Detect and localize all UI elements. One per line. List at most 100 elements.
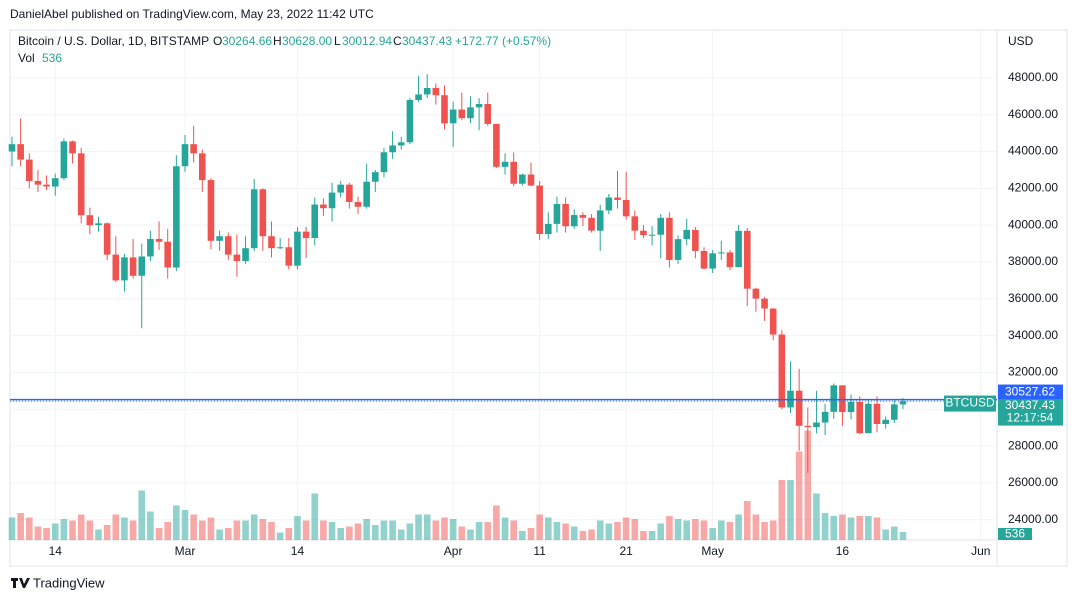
volume-bar — [545, 517, 552, 540]
x-tick-label: 14 — [49, 544, 63, 558]
candle-body — [389, 145, 396, 153]
volume-bar — [372, 525, 379, 540]
candle-body — [181, 144, 189, 167]
candle-body — [449, 109, 457, 124]
volume-bar — [510, 520, 517, 540]
candle-body — [562, 203, 569, 227]
volume-bar — [34, 526, 42, 540]
candle-body — [752, 288, 760, 299]
volume-bar — [813, 493, 820, 540]
volume-bar — [493, 505, 500, 540]
volume-bar — [570, 526, 578, 540]
symbol-bg — [944, 395, 996, 412]
volume-bar — [648, 531, 656, 540]
volume-bar — [891, 526, 898, 540]
candle-body — [899, 401, 907, 405]
ohlc-value: 30437.43 — [402, 34, 452, 48]
candle-body — [648, 234, 656, 236]
volume-bar — [77, 514, 85, 540]
ohlc-value: 30012.94 — [342, 34, 392, 48]
candle-body — [631, 216, 639, 231]
candle-body — [112, 254, 120, 281]
volume-bar — [683, 520, 690, 540]
x-tick-label: 11 — [533, 544, 546, 558]
volume-bar — [415, 514, 422, 540]
volume-bar — [536, 514, 543, 540]
y-tick-label: 44000.00 — [1008, 144, 1058, 158]
volume-bar — [121, 517, 128, 540]
volume-bar — [328, 522, 336, 540]
volume-bar — [346, 526, 353, 540]
candle-body — [761, 298, 768, 309]
candle-body — [320, 204, 327, 209]
volume-bar — [129, 520, 137, 540]
candle-body — [891, 404, 898, 420]
volume-bar — [657, 523, 665, 540]
volume-axis-label: 536 — [1005, 527, 1025, 541]
x-tick-label: Mar — [175, 544, 196, 558]
candle-body — [458, 109, 466, 119]
candle-body — [700, 250, 708, 269]
volume-bar — [337, 528, 344, 540]
volume-bar — [155, 528, 163, 540]
y-tick-label: 36000.00 — [1008, 291, 1058, 305]
volume-bar — [631, 519, 639, 540]
candle-body — [847, 401, 855, 413]
volume-bar — [199, 520, 206, 540]
volume-bar — [233, 520, 241, 540]
volume-bar — [769, 520, 777, 540]
candle-body — [432, 87, 440, 96]
volume-bar — [164, 522, 171, 540]
volume-bar — [423, 514, 431, 540]
candle-body — [441, 95, 448, 124]
volume-bar — [17, 513, 24, 540]
candle-body — [683, 229, 690, 240]
symbol-label: BTCUSD — [945, 396, 995, 410]
candle-body — [743, 230, 751, 289]
candle-body — [216, 236, 223, 241]
candle-body — [596, 210, 604, 231]
volume-bar — [138, 490, 146, 540]
volume-bar — [752, 514, 760, 540]
y-tick-label: 42000.00 — [1008, 181, 1058, 195]
volume-bar — [216, 529, 223, 540]
volume-bar — [666, 516, 673, 540]
volume-bar — [285, 528, 293, 540]
candle-body — [795, 390, 803, 426]
candle-body — [579, 215, 587, 218]
volume-bar — [501, 517, 509, 540]
candle-body — [8, 144, 16, 152]
candle-body — [207, 180, 215, 241]
candle-body — [484, 104, 492, 124]
y-tick-label: 48000.00 — [1008, 70, 1058, 84]
candle-body — [735, 230, 742, 268]
candle-body — [129, 257, 137, 276]
y-tick-label: 24000.00 — [1008, 512, 1058, 526]
volume-bar — [527, 528, 535, 540]
volume-bar — [112, 514, 120, 540]
candle-body — [147, 238, 154, 257]
volume-bar — [207, 517, 215, 540]
candle-body — [865, 403, 872, 434]
volume-bar — [320, 520, 327, 540]
ohlc-value: 30264.66 — [222, 34, 272, 48]
volume-bar — [354, 523, 362, 540]
volume-bar — [8, 517, 16, 540]
volume-bar — [847, 517, 855, 540]
y-tick-label: 28000.00 — [1008, 438, 1058, 452]
candle-body — [821, 411, 829, 423]
candle-body — [337, 184, 344, 193]
volume-bar — [856, 516, 863, 540]
candle-body — [553, 203, 561, 224]
candle-body — [43, 184, 50, 187]
candle-body — [882, 419, 889, 425]
volume-bar — [795, 451, 803, 540]
candle-body — [493, 123, 500, 167]
candle-body — [674, 239, 682, 260]
y-tick-label: 26000.00 — [1008, 475, 1058, 489]
candle-body — [95, 223, 102, 226]
volume-bar — [397, 529, 405, 540]
y-tick-label: 38000.00 — [1008, 254, 1058, 268]
candle-body — [657, 217, 665, 235]
